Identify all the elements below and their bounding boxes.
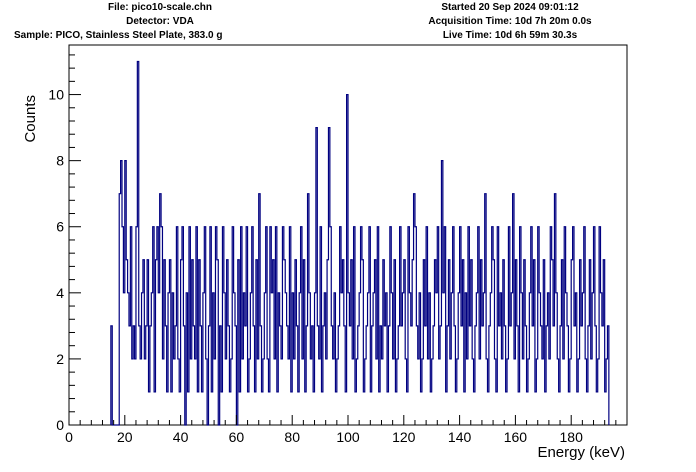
histogram-series (110, 60, 610, 426)
y-tick-label: 6 (56, 219, 64, 235)
x-tick-label: 180 (560, 429, 584, 445)
header-live-time: Live Time: 10d 6h 59m 30.3s (442, 30, 578, 41)
x-tick-label: 160 (504, 429, 528, 445)
x-axis-title: Energy (keV) (537, 444, 625, 461)
x-tick-label: 20 (117, 429, 133, 445)
header-file: File: pico10-scale.chn (108, 2, 212, 13)
y-tick-label: 0 (56, 417, 64, 433)
x-tick-label: 80 (284, 429, 300, 445)
y-tick-label: 8 (56, 153, 64, 169)
header-started: Started 20 Sep 2024 09:01:12 (441, 2, 579, 13)
x-tick-label: 40 (173, 429, 189, 445)
axes: 0 20 40 60 80 100 120 140 160 180 0 2 4 6 8 10 (48, 54, 617, 445)
x-tick-label: 0 (65, 429, 73, 445)
header-acquisition-time: Acquisition Time: 10d 7h 20m 0.0s (428, 16, 592, 27)
y-tick-label: 2 (56, 351, 64, 367)
x-tick-label: 60 (229, 429, 245, 445)
y-tick-label: 10 (48, 87, 64, 103)
histogram-line (110, 60, 610, 426)
x-tick-label: 140 (448, 429, 472, 445)
y-tick-label: 4 (56, 285, 64, 301)
y-axis-title: Counts (22, 95, 39, 143)
x-tick-label: 100 (336, 429, 360, 445)
x-tick-label: 120 (392, 429, 416, 445)
header-detector: Detector: VDA (126, 16, 194, 27)
header-sample: Sample: PICO, Stainless Steel Plate, 383… (14, 30, 223, 41)
